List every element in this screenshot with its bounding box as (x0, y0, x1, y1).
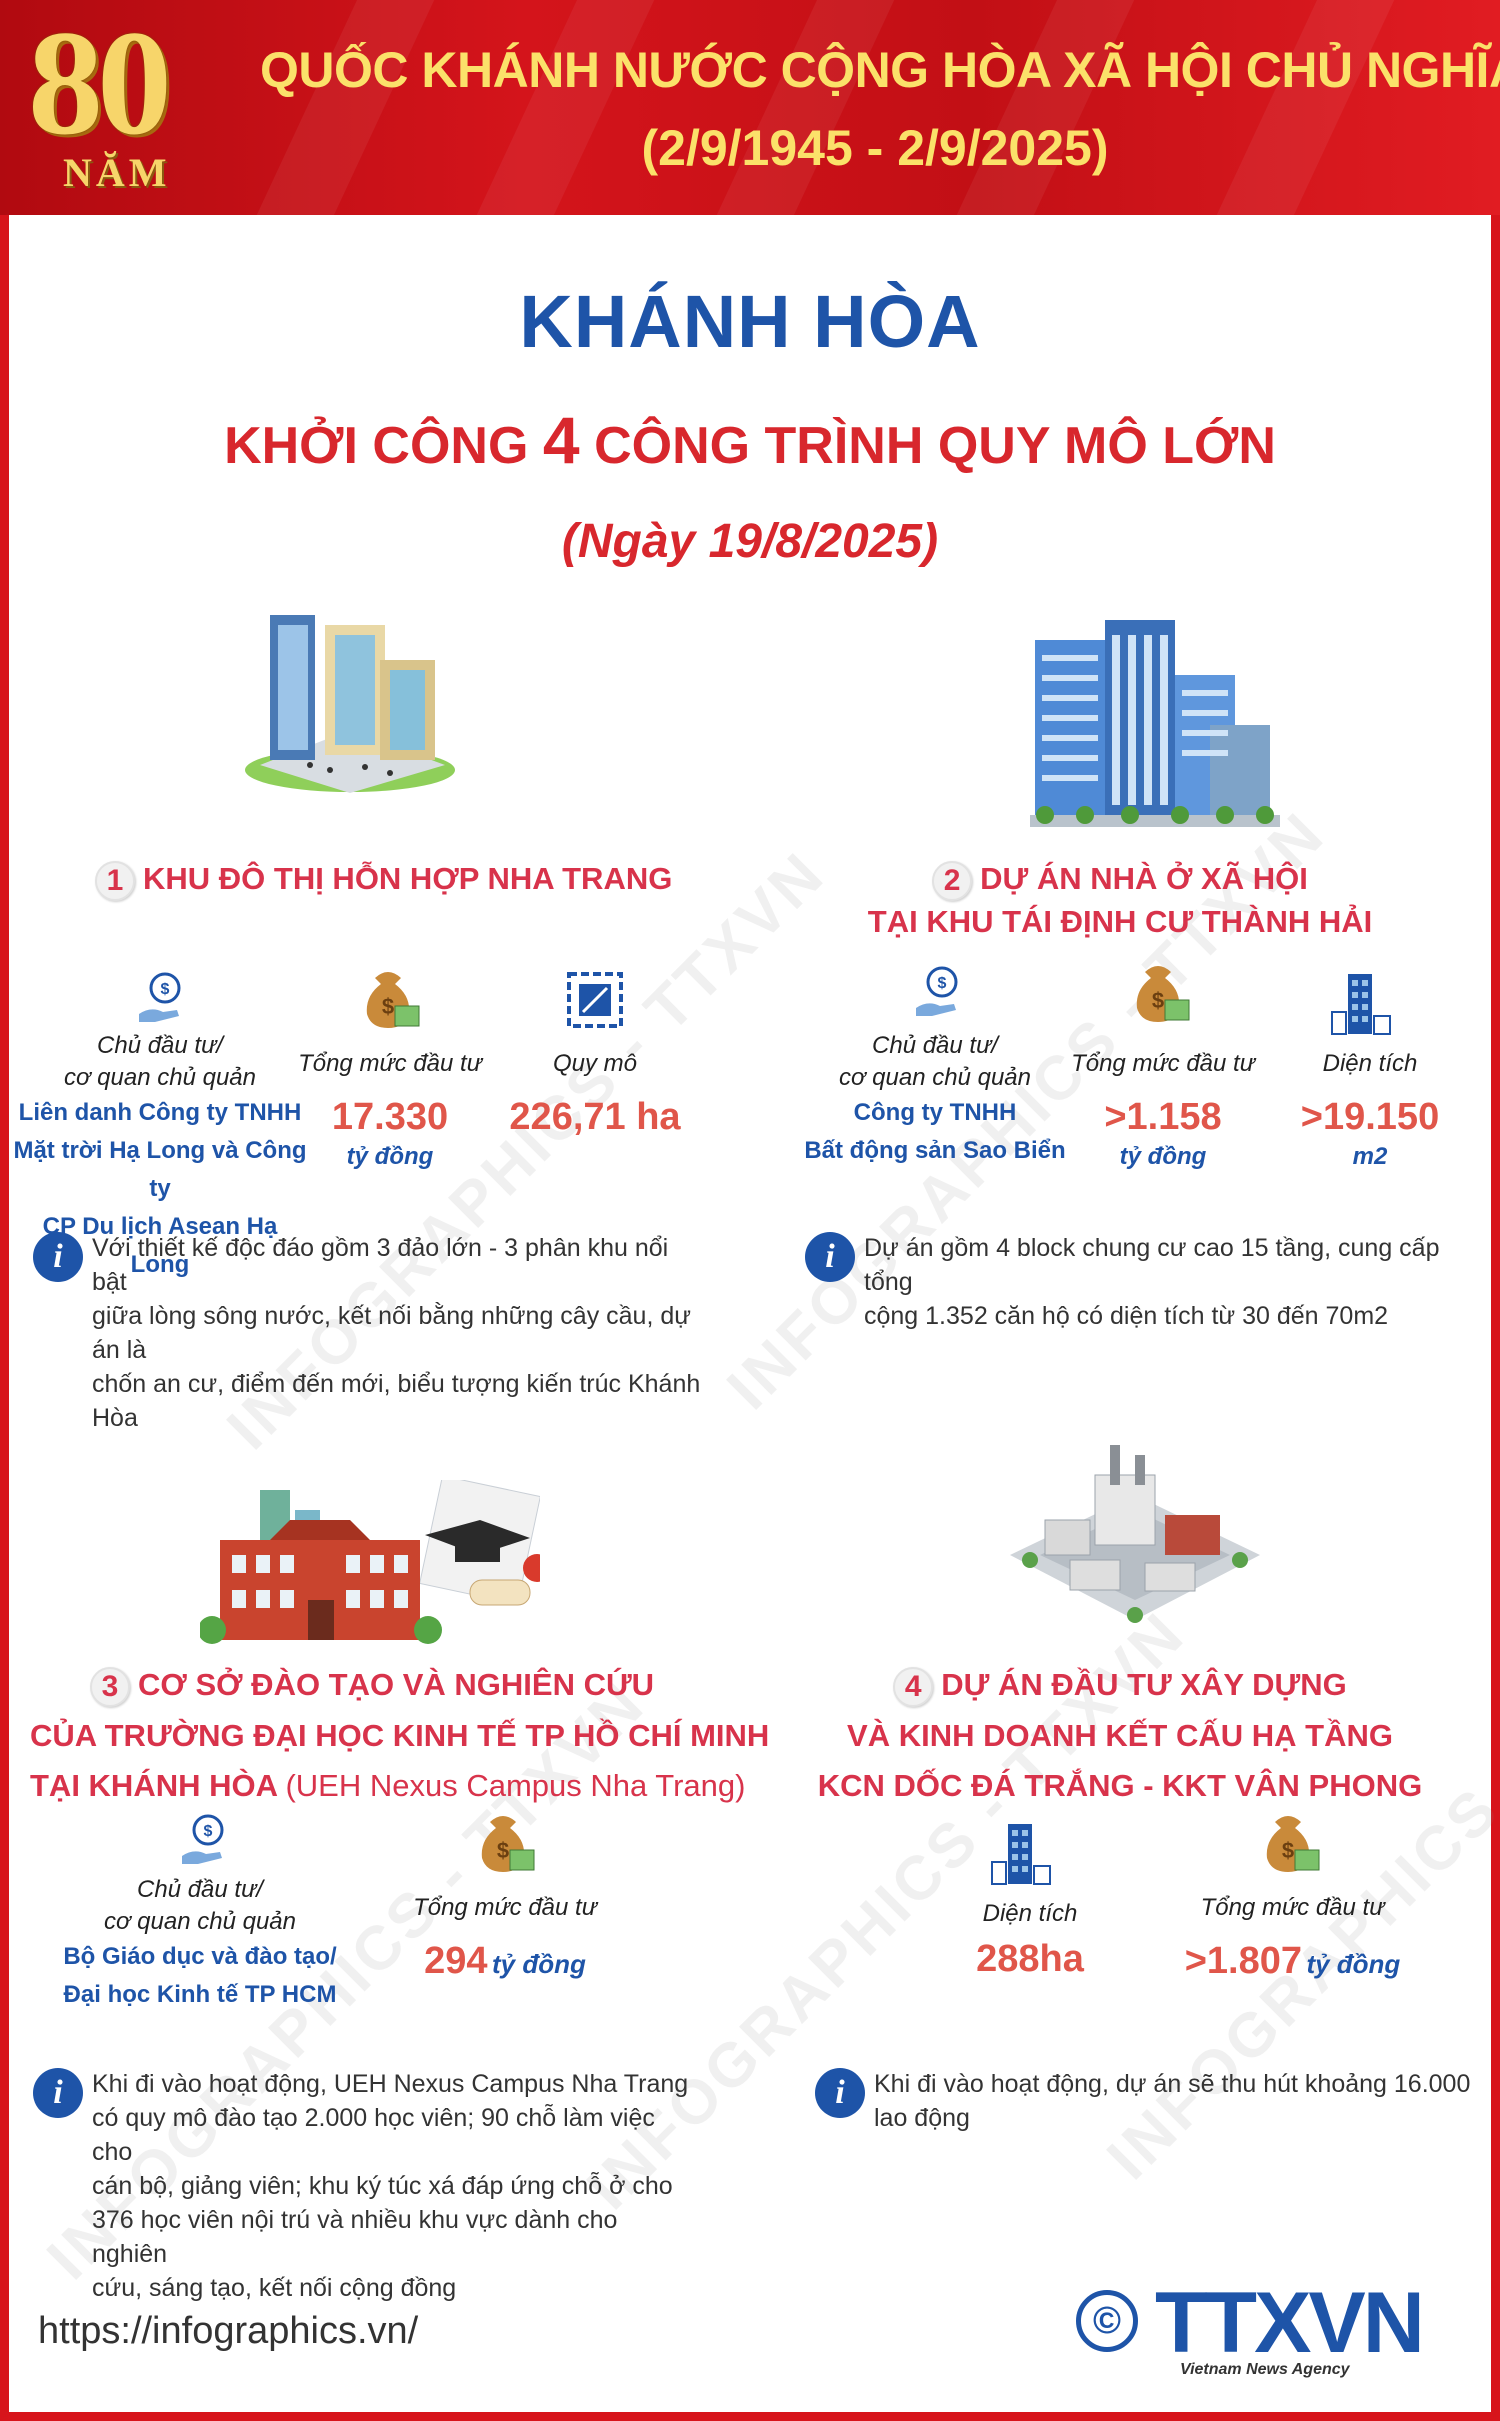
headline: KHỞI CÔNG 4 CÔNG TRÌNH QUY MÔ LỚN (224, 403, 1276, 477)
apartment-towers-icon (1030, 620, 1280, 827)
project-4-investment: Tổng mức đầu tư >1.807 tỷ đồng (1184, 1894, 1401, 1982)
project-1-title: 1 KHU ĐÔ THỊ HỖN HỢP NHA TRANG (95, 858, 672, 901)
anniversary-badge: 80 NĂM (28, 8, 238, 198)
svg-text:$: $ (497, 1838, 509, 1863)
project-3-info: Khi đi vào hoạt động, UEH Nexus Campus N… (92, 2070, 689, 2302)
project-1-owner: Chủ đầu tư/ cơ quan chủ quản Liên danh C… (13, 1032, 307, 1278)
investor-hand-icon: $ (182, 1814, 224, 1864)
investor-hand-icon: $ (139, 972, 181, 1022)
project-1-scale: Quy mô 226,71 ha (509, 1050, 681, 1138)
svg-text:$: $ (382, 994, 394, 1019)
industrial-park-icon (1010, 1445, 1260, 1623)
svg-text:$: $ (1282, 1838, 1294, 1863)
header-banner: 80 NĂM QUỐC KHÁNH NƯỚC CỘNG HÒA XÃ HỘI C… (0, 0, 1500, 215)
project-3-title: 3 CƠ SỞ ĐÀO TẠO VÀ NGHIÊN CỨU CỦA TRƯỜNG … (30, 1666, 770, 1803)
copyright-icon: © (1076, 2290, 1138, 2352)
svg-text:$: $ (938, 975, 947, 992)
project-3-owner: Chủ đầu tư/ cơ quan chủ quản Bộ Giáo dục… (63, 1876, 337, 2008)
svg-text:$: $ (204, 1823, 213, 1840)
project-2-area: Diện tích >19.150 m2 (1300, 1050, 1440, 1170)
svg-text:$: $ (1152, 988, 1164, 1013)
header-title: QUỐC KHÁNH NƯỚC CỘNG HÒA XÃ HỘI CHỦ NGHĨ… (260, 42, 1500, 98)
info-icon: i (33, 2068, 83, 2118)
tower-area-icon (991, 1824, 1051, 1885)
project-2-info: Dự án gồm 4 block chung cư cao 15 tầng, … (864, 1234, 1440, 1330)
badge-word: NĂM (63, 150, 171, 195)
project-1-investment: Tổng mức đầu tư 17.330 tỷ đồng (298, 1050, 482, 1170)
project-4-title: 4 DỰ ÁN ĐẦU TƯ XÂY DỰNG VÀ KINH DOANH KẾT… (817, 1666, 1423, 1803)
svg-text:$: $ (161, 981, 170, 998)
info-icon: i (33, 1232, 83, 1282)
money-bag-icon: $ (481, 1816, 535, 1872)
project-3-investment: Tổng mức đầu tư 294 tỷ đồng (413, 1894, 597, 1982)
info-icon: i (805, 1232, 855, 1282)
ttxvn-logo: TTXVN (1155, 2275, 1425, 2371)
project-4-area: Diện tích 288ha (976, 1900, 1084, 1980)
province-title: KHÁNH HÒA (519, 280, 981, 363)
header-dates: (2/9/1945 - 2/9/2025) (641, 120, 1109, 176)
project-1-info: Với thiết kế độc đáo gồm 3 đảo lớn - 3 p… (92, 1234, 701, 1432)
project-2-investment: Tổng mức đầu tư >1.158 tỷ đồng (1071, 1050, 1255, 1170)
university-campus-icon (200, 1480, 540, 1644)
building-cluster-icon (245, 615, 455, 793)
project-4-info: Khi đi vào hoạt động, dự án sẽ thu hút k… (874, 2070, 1471, 2132)
area-scale-icon (567, 972, 623, 1028)
agency-name: Vietnam News Agency (1180, 2361, 1350, 2378)
source-url[interactable]: https://infographics.vn/ (38, 2310, 419, 2352)
tower-area-icon (1331, 974, 1391, 1035)
event-date: (Ngày 19/8/2025) (561, 515, 939, 568)
project-2-title: 2 DỰ ÁN NHÀ Ở XÃ HỘI TẠI KHU TÁI ĐỊNH CƯ … (867, 860, 1373, 939)
money-bag-icon: $ (1136, 966, 1190, 1022)
investor-hand-icon: $ (916, 966, 958, 1016)
info-icon: i (815, 2068, 865, 2118)
badge-number: 80 (28, 0, 172, 166)
project-2-owner: Chủ đầu tư/ cơ quan chủ quản Công ty TNH… (804, 1032, 1066, 1164)
money-bag-icon: $ (366, 972, 420, 1028)
money-bag-icon: $ (1266, 1816, 1320, 1872)
